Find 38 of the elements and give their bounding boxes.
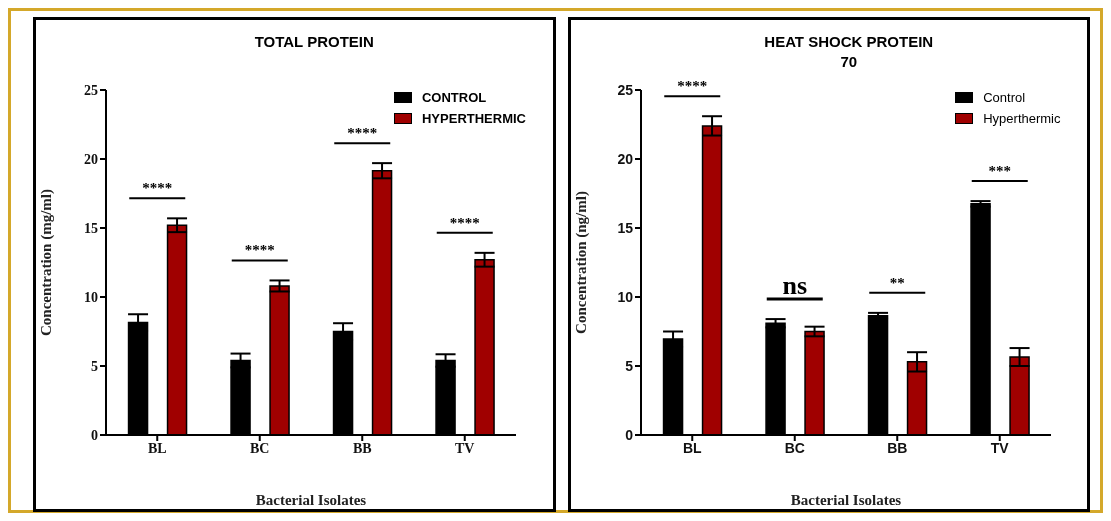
annotation: ****: [142, 180, 173, 197]
x-tick-label: BC: [250, 440, 270, 456]
y-tick-label: 0: [624, 426, 633, 443]
annotation: ns: [781, 271, 807, 301]
y-tick-label: 5: [624, 357, 633, 374]
chart-title: TOTAL PROTEIN: [253, 32, 375, 52]
y-tick-label: 0: [91, 427, 98, 443]
y-axis-title: Concentration (mg/ml): [38, 188, 56, 337]
annotation: ****: [244, 242, 275, 259]
y-tick-label: 25: [616, 81, 633, 98]
x-tick-label: BL: [682, 439, 702, 456]
x-axis-title: Bacterial Isolates: [790, 492, 901, 508]
y-tick-label: 20: [84, 151, 98, 167]
annotation: **: [889, 274, 905, 291]
y-axis-title: Concentration (ng/ml): [572, 191, 590, 334]
y-tick-label: 15: [616, 219, 633, 236]
x-tick-label: BB: [352, 440, 372, 456]
y-tick-label: 10: [84, 289, 98, 305]
annotation: ****: [347, 125, 378, 142]
y-tick-label: 10: [616, 288, 633, 305]
x-tick-label: TV: [990, 439, 1009, 456]
x-axis-title: Bacterial Isolates: [255, 492, 367, 508]
x-tick-label: BL: [147, 440, 167, 456]
legend-label: CONTROL: [421, 90, 487, 105]
annotation: ****: [449, 214, 480, 231]
legend-label: Control: [983, 90, 1026, 105]
y-tick-label: 20: [616, 150, 633, 167]
annotation: ***: [988, 163, 1011, 180]
y-tick-label: 25: [84, 82, 98, 98]
x-tick-label: BC: [784, 439, 805, 456]
x-tick-label: TV: [455, 440, 475, 456]
legend-label: HYPERTHERMIC: [421, 111, 526, 126]
chart-title: HEAT SHOCK PROTEIN 70: [763, 32, 935, 72]
x-tick-label: BB: [886, 439, 907, 456]
y-tick-label: 5: [91, 358, 98, 374]
y-tick-label: 15: [84, 220, 98, 236]
annotation: ****: [676, 78, 707, 95]
legend-label: Hyperthermic: [983, 111, 1061, 126]
